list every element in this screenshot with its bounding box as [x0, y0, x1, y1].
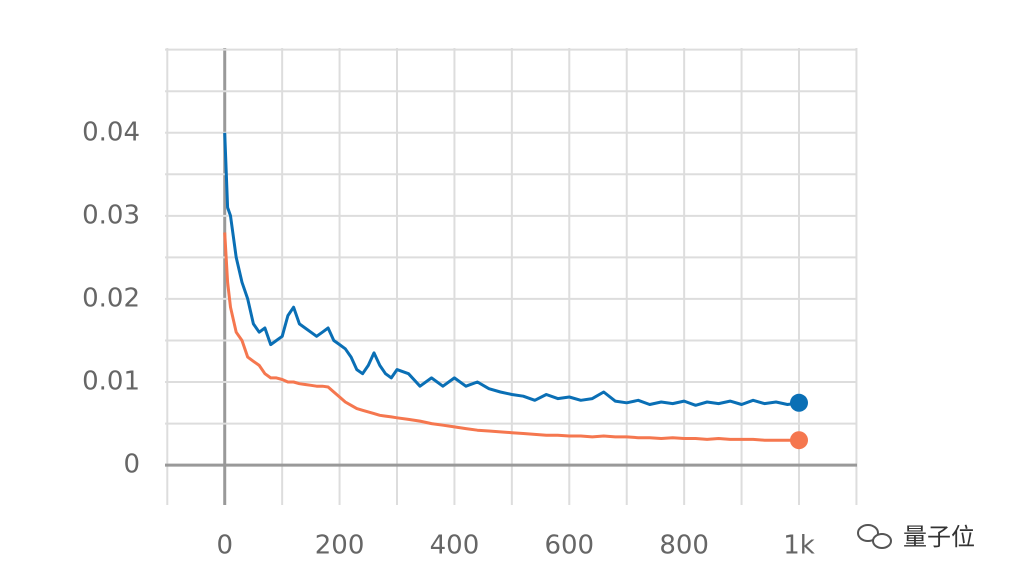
x-tick-label: 200	[315, 531, 365, 561]
series-line	[223, 132, 800, 407]
watermark: 量子位	[903, 523, 975, 551]
x-tick-label: 800	[659, 531, 709, 561]
x-tick-label: 0	[216, 531, 233, 561]
y-tick-label: 0.01	[82, 367, 140, 397]
wechat-icon	[857, 524, 892, 549]
end-marker	[789, 393, 808, 412]
x-tick-label: 600	[544, 531, 594, 561]
y-tick-label: 0.04	[82, 117, 140, 147]
y-tick-label: 0	[123, 450, 140, 480]
series-line	[223, 232, 799, 442]
end-marker	[789, 431, 808, 450]
x-tick-label: 1k	[783, 531, 815, 561]
x-tick-label: 400	[430, 531, 480, 561]
y-tick-label: 0.03	[82, 200, 140, 230]
y-tick-label: 0.02	[82, 283, 140, 313]
